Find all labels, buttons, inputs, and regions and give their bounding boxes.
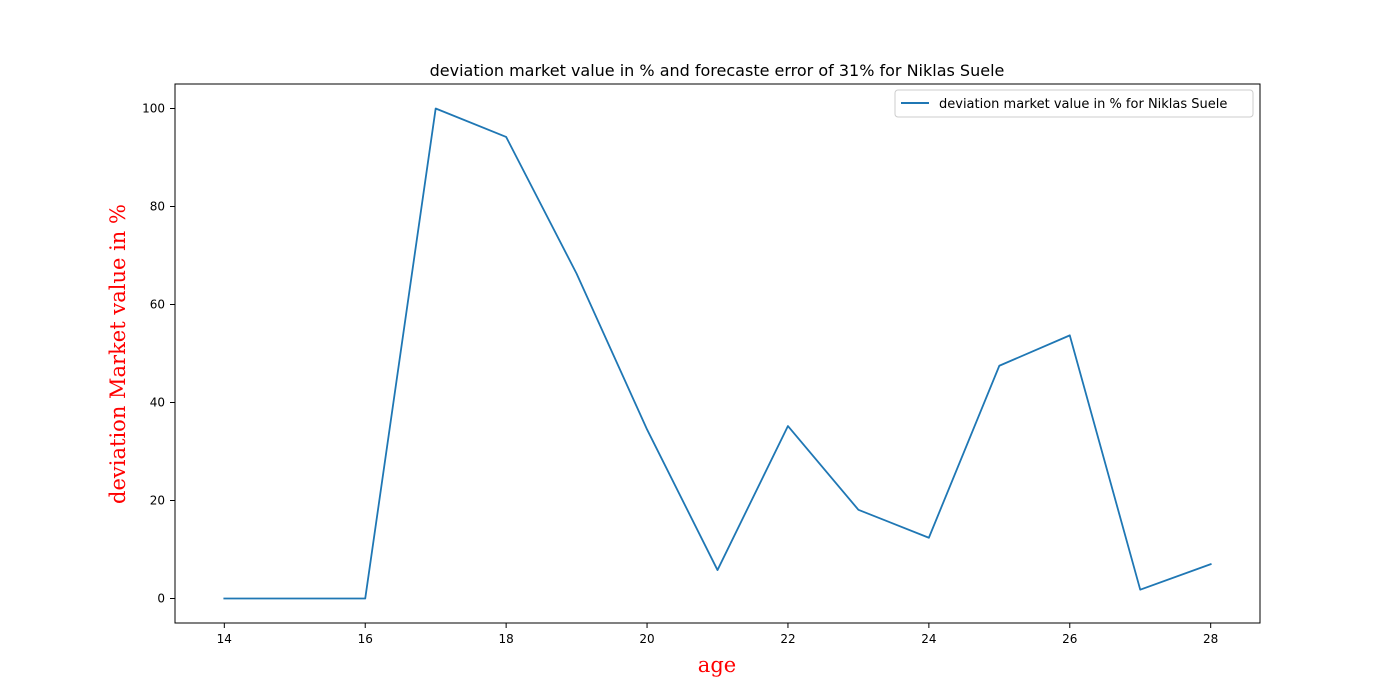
y-tick-label: 20 [150,494,165,508]
y-tick-label: 0 [157,592,165,606]
y-tick-label: 40 [150,396,165,410]
y-axis: 0 20 40 60 80 100 [142,102,175,606]
plot-area [174,83,1261,624]
plot-frame [174,83,1261,624]
y-tick-label: 60 [150,298,165,312]
series-line-0 [223,107,1212,600]
y-tick-label: 80 [150,200,165,214]
y-tick-label: 100 [142,102,165,116]
x-tick-label: 22 [780,632,795,646]
legend-box [894,89,1254,118]
x-tick-label: 26 [1062,632,1077,646]
x-tick-label: 24 [921,632,936,646]
x-tick-label: 14 [217,632,232,646]
x-axis: 14 16 18 20 22 24 26 28 [217,623,1218,646]
x-tick-label: 20 [639,632,654,646]
x-tick-label: 16 [358,632,373,646]
legend: deviation market value in % for Niklas S… [894,89,1254,118]
legend-entry-label: deviation market value in % for Niklas S… [939,97,1227,112]
y-axis-label: deviation Market value in % [106,204,130,504]
chart-title: deviation market value in % and forecast… [430,61,1005,80]
x-tick-label: 18 [498,632,513,646]
x-axis-label: age [698,653,736,677]
x-tick-label: 28 [1203,632,1218,646]
